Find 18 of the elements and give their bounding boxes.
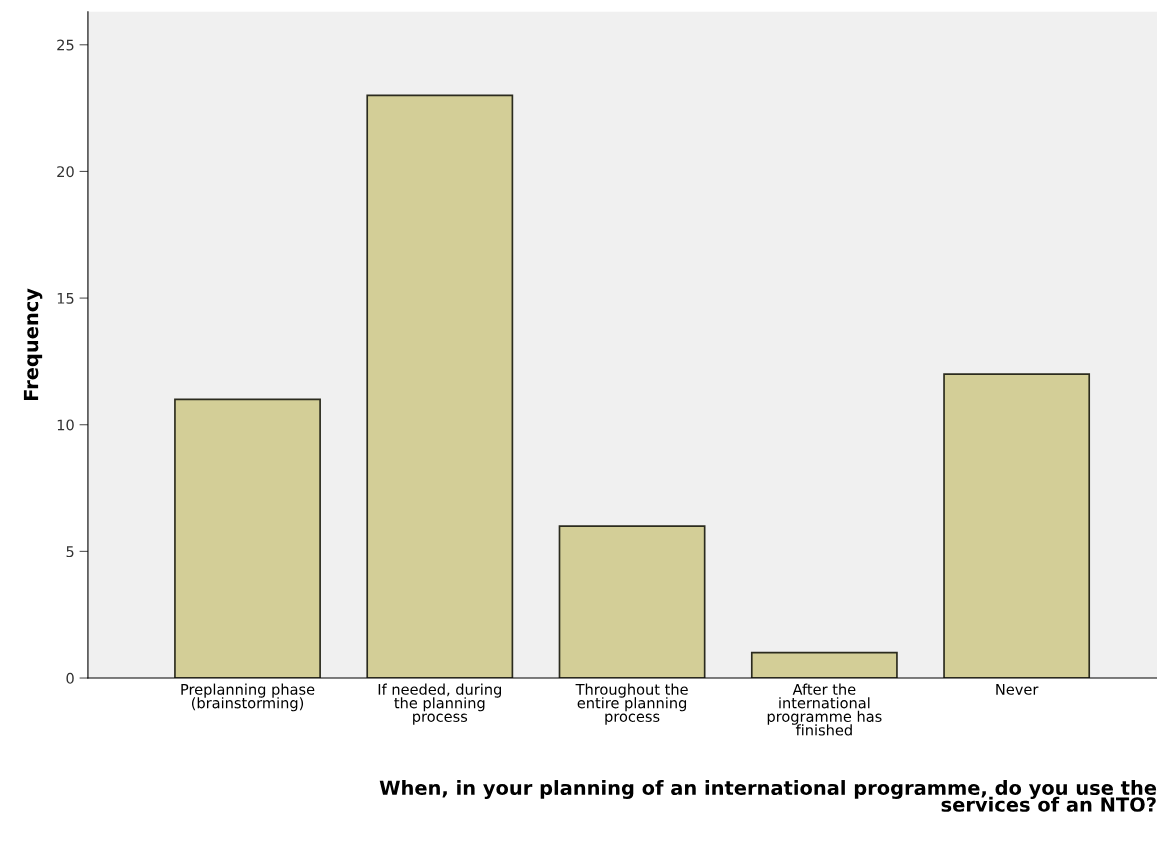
x-tick-label: Preplanning phase (brainstorming) bbox=[181, 683, 315, 712]
x-tick-label: Never bbox=[996, 684, 1039, 695]
x-tick-label: If needed, during the planning process bbox=[378, 683, 502, 725]
y-tick-label: 0 bbox=[66, 672, 74, 684]
y-tick-label: 10 bbox=[57, 419, 74, 431]
x-axis-title: When, in your planning of an international programme, do you use the services of an NTO? bbox=[379, 780, 1157, 812]
y-axis-title: Frequency bbox=[23, 288, 43, 401]
bar bbox=[750, 651, 898, 679]
x-tick-label: Throughout the entire planning process bbox=[575, 683, 688, 725]
bar bbox=[558, 525, 706, 679]
y-tick-label: 5 bbox=[66, 546, 74, 558]
x-tick-label: After the international programme has finished bbox=[767, 683, 882, 736]
bar bbox=[366, 94, 514, 679]
bar bbox=[174, 398, 321, 679]
y-tick-label: 15 bbox=[57, 292, 74, 304]
bar bbox=[943, 373, 1091, 679]
y-tick-label: 25 bbox=[57, 39, 74, 51]
y-tick-label: 20 bbox=[57, 166, 74, 178]
